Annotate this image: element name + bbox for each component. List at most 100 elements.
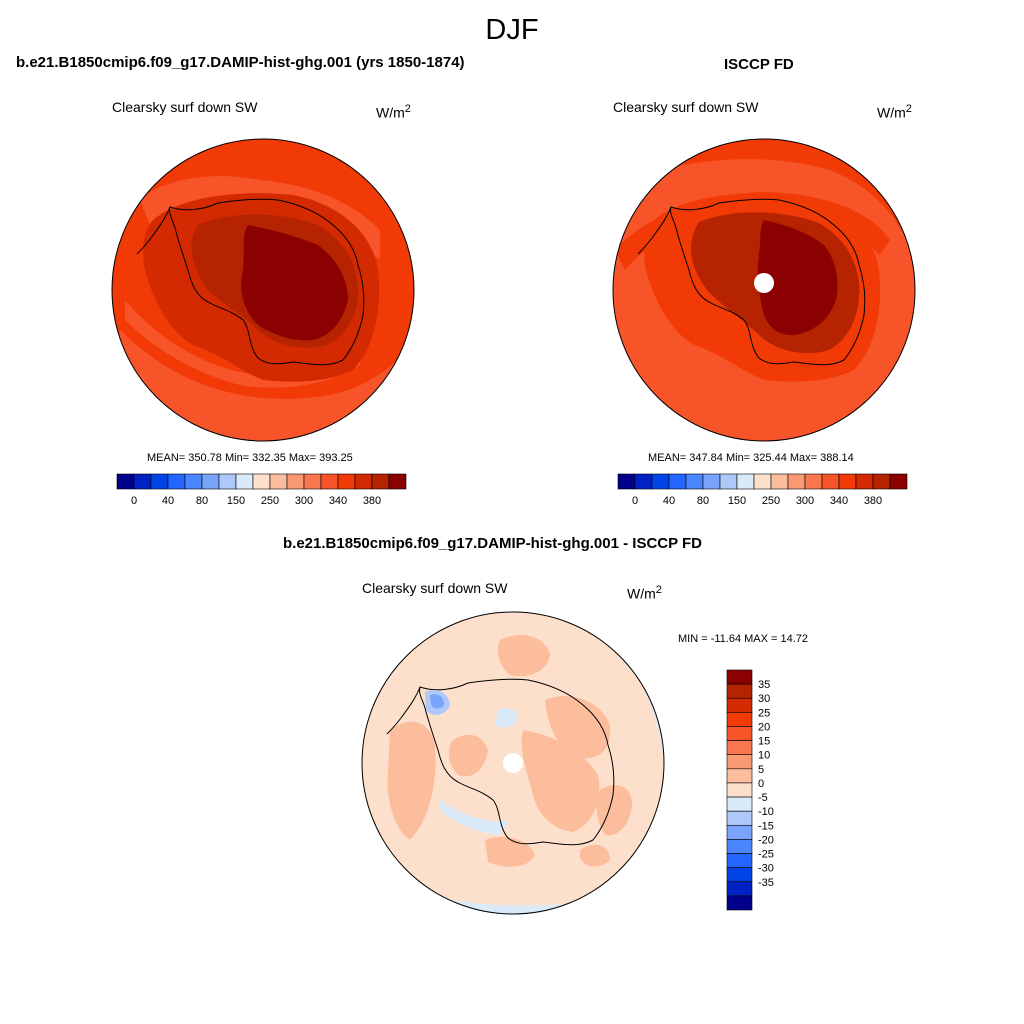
diff-colorbar-box <box>726 768 753 784</box>
obs-colorbar-box <box>702 473 721 490</box>
diff-colorbar-box <box>726 740 753 756</box>
model-colorbar-box <box>218 473 237 490</box>
model-colorbar-box <box>150 473 169 490</box>
model-stats: MEAN= 350.78 Min= 332.35 Max= 393.25 <box>147 452 353 464</box>
model-colorbar-box <box>116 473 135 490</box>
obs-colorbar: 0 40 80 150 250 300 340 380 <box>617 473 908 507</box>
diff-colorbar-tick-label: 35 <box>758 679 770 691</box>
obs-colorbar-tick-label: 150 <box>728 495 746 507</box>
model-colorbar-box <box>286 473 305 490</box>
obs-colorbar-tick-label: 0 <box>632 495 638 507</box>
diff-colorbar-tick-label: 25 <box>758 707 770 719</box>
diff-colorbar-tick-label: -30 <box>758 863 774 875</box>
obs-colorbar-box <box>855 473 874 490</box>
model-colorbar: 0 40 80 150 250 300 340 380 <box>116 473 407 507</box>
obs-units: W/m2 <box>877 103 912 121</box>
model-map <box>111 138 415 442</box>
obs-colorbar-box <box>736 473 755 490</box>
diff-colorbar-box <box>726 754 753 770</box>
diff-colorbar-tick-label: 5 <box>758 764 764 776</box>
model-colorbar-tick-label: 40 <box>162 495 174 507</box>
model-panel-title: b.e21.B1850cmip6.f09_g17.DAMIP-hist-ghg.… <box>16 54 465 71</box>
diff-map <box>361 611 665 915</box>
obs-colorbar-box <box>787 473 806 490</box>
diff-units: W/m2 <box>627 584 662 602</box>
diff-colorbar-tick-label: 20 <box>758 721 770 733</box>
obs-colorbar-box <box>770 473 789 490</box>
model-colorbar-box <box>320 473 339 490</box>
diff-colorbar-box <box>726 782 753 798</box>
diff-colorbar-box <box>726 810 753 826</box>
season-title: DJF <box>485 14 539 46</box>
diff-colorbar-box <box>726 839 753 854</box>
model-colorbar-box <box>371 473 390 490</box>
diff-colorbar-tick-label: -25 <box>758 849 774 861</box>
obs-colorbar-box <box>719 473 738 490</box>
obs-map <box>612 138 916 442</box>
diff-colorbar-tick-label: 0 <box>758 778 764 790</box>
diff-colorbar-box <box>726 697 753 713</box>
diff-colorbar-box <box>726 867 753 883</box>
diff-colorbar-tick-label: 30 <box>758 693 770 705</box>
diff-colorbar-tick-label: -15 <box>758 820 774 832</box>
model-colorbar-box <box>133 473 152 490</box>
model-colorbar-tick-label: 150 <box>227 495 245 507</box>
obs-colorbar-tick-label: 380 <box>864 495 882 507</box>
obs-variable-label: Clearsky surf down SW <box>613 99 759 115</box>
model-units: W/m2 <box>376 103 411 121</box>
model-colorbar-tick-label: 340 <box>329 495 347 507</box>
model-colorbar-box <box>337 473 356 490</box>
diff-colorbar-box <box>726 683 753 699</box>
diff-colorbar-tick-label: -20 <box>758 834 774 846</box>
diff-colorbar-tick-label: 10 <box>758 750 770 762</box>
diff-colorbar-box <box>726 853 753 868</box>
obs-colorbar-tick-label: 250 <box>762 495 780 507</box>
obs-colorbar-box <box>634 473 653 490</box>
diff-colorbar-tick-label: -35 <box>758 877 774 889</box>
diff-colorbar-box <box>726 712 753 727</box>
obs-colorbar-tick-label: 80 <box>697 495 709 507</box>
diff-colorbar: 35 30 25 20 15 10 5 0 -5 -10 -15 -20 -25 -30 -35 <box>726 669 774 911</box>
model-colorbar-box <box>269 473 288 490</box>
diff-colorbar-tick-label: 15 <box>758 736 770 748</box>
obs-colorbar-box <box>651 473 670 490</box>
diff-stats: MIN = -11.64 MAX = 14.72 <box>678 633 809 645</box>
obs-colorbar-box <box>617 473 636 490</box>
model-colorbar-tick-label: 0 <box>131 495 137 507</box>
diff-colorbar-tick-label: -5 <box>758 792 768 804</box>
obs-colorbar-tick-label: 340 <box>830 495 848 507</box>
model-colorbar-tick-label: 80 <box>196 495 208 507</box>
obs-colorbar-tick-label: 40 <box>663 495 675 507</box>
obs-stats: MEAN= 347.84 Min= 325.44 Max= 388.14 <box>648 452 854 464</box>
diff-colorbar-box <box>726 895 753 911</box>
diff-panel-title: b.e21.B1850cmip6.f09_g17.DAMIP-hist-ghg.… <box>283 535 703 552</box>
model-colorbar-tick-label: 300 <box>295 495 313 507</box>
model-colorbar-box <box>184 473 203 490</box>
model-colorbar-box <box>252 473 271 490</box>
diff-colorbar-box <box>726 796 753 812</box>
model-colorbar-tick-label: 250 <box>261 495 279 507</box>
obs-colorbar-box <box>668 473 687 490</box>
obs-colorbar-box <box>753 473 772 490</box>
diff-colorbar-box <box>726 669 753 685</box>
obs-colorbar-box <box>685 473 704 490</box>
model-colorbar-box <box>388 473 407 490</box>
obs-colorbar-box <box>821 473 840 490</box>
model-colorbar-box <box>303 473 322 490</box>
model-colorbar-box <box>201 473 220 490</box>
diff-colorbar-tick-label: -10 <box>758 806 774 818</box>
obs-colorbar-box <box>872 473 891 490</box>
diff-colorbar-box <box>726 824 753 840</box>
diff-colorbar-box <box>726 726 753 741</box>
model-colorbar-box <box>354 473 373 490</box>
obs-colorbar-box <box>804 473 823 490</box>
obs-colorbar-tick-label: 300 <box>796 495 814 507</box>
diff-variable-label: Clearsky surf down SW <box>362 580 508 596</box>
model-variable-label: Clearsky surf down SW <box>112 99 258 115</box>
model-colorbar-tick-label: 380 <box>363 495 381 507</box>
diff-colorbar-box <box>726 881 753 897</box>
model-colorbar-box <box>167 473 186 490</box>
obs-colorbar-box <box>838 473 857 490</box>
obs-panel-title: ISCCP FD <box>724 56 794 73</box>
